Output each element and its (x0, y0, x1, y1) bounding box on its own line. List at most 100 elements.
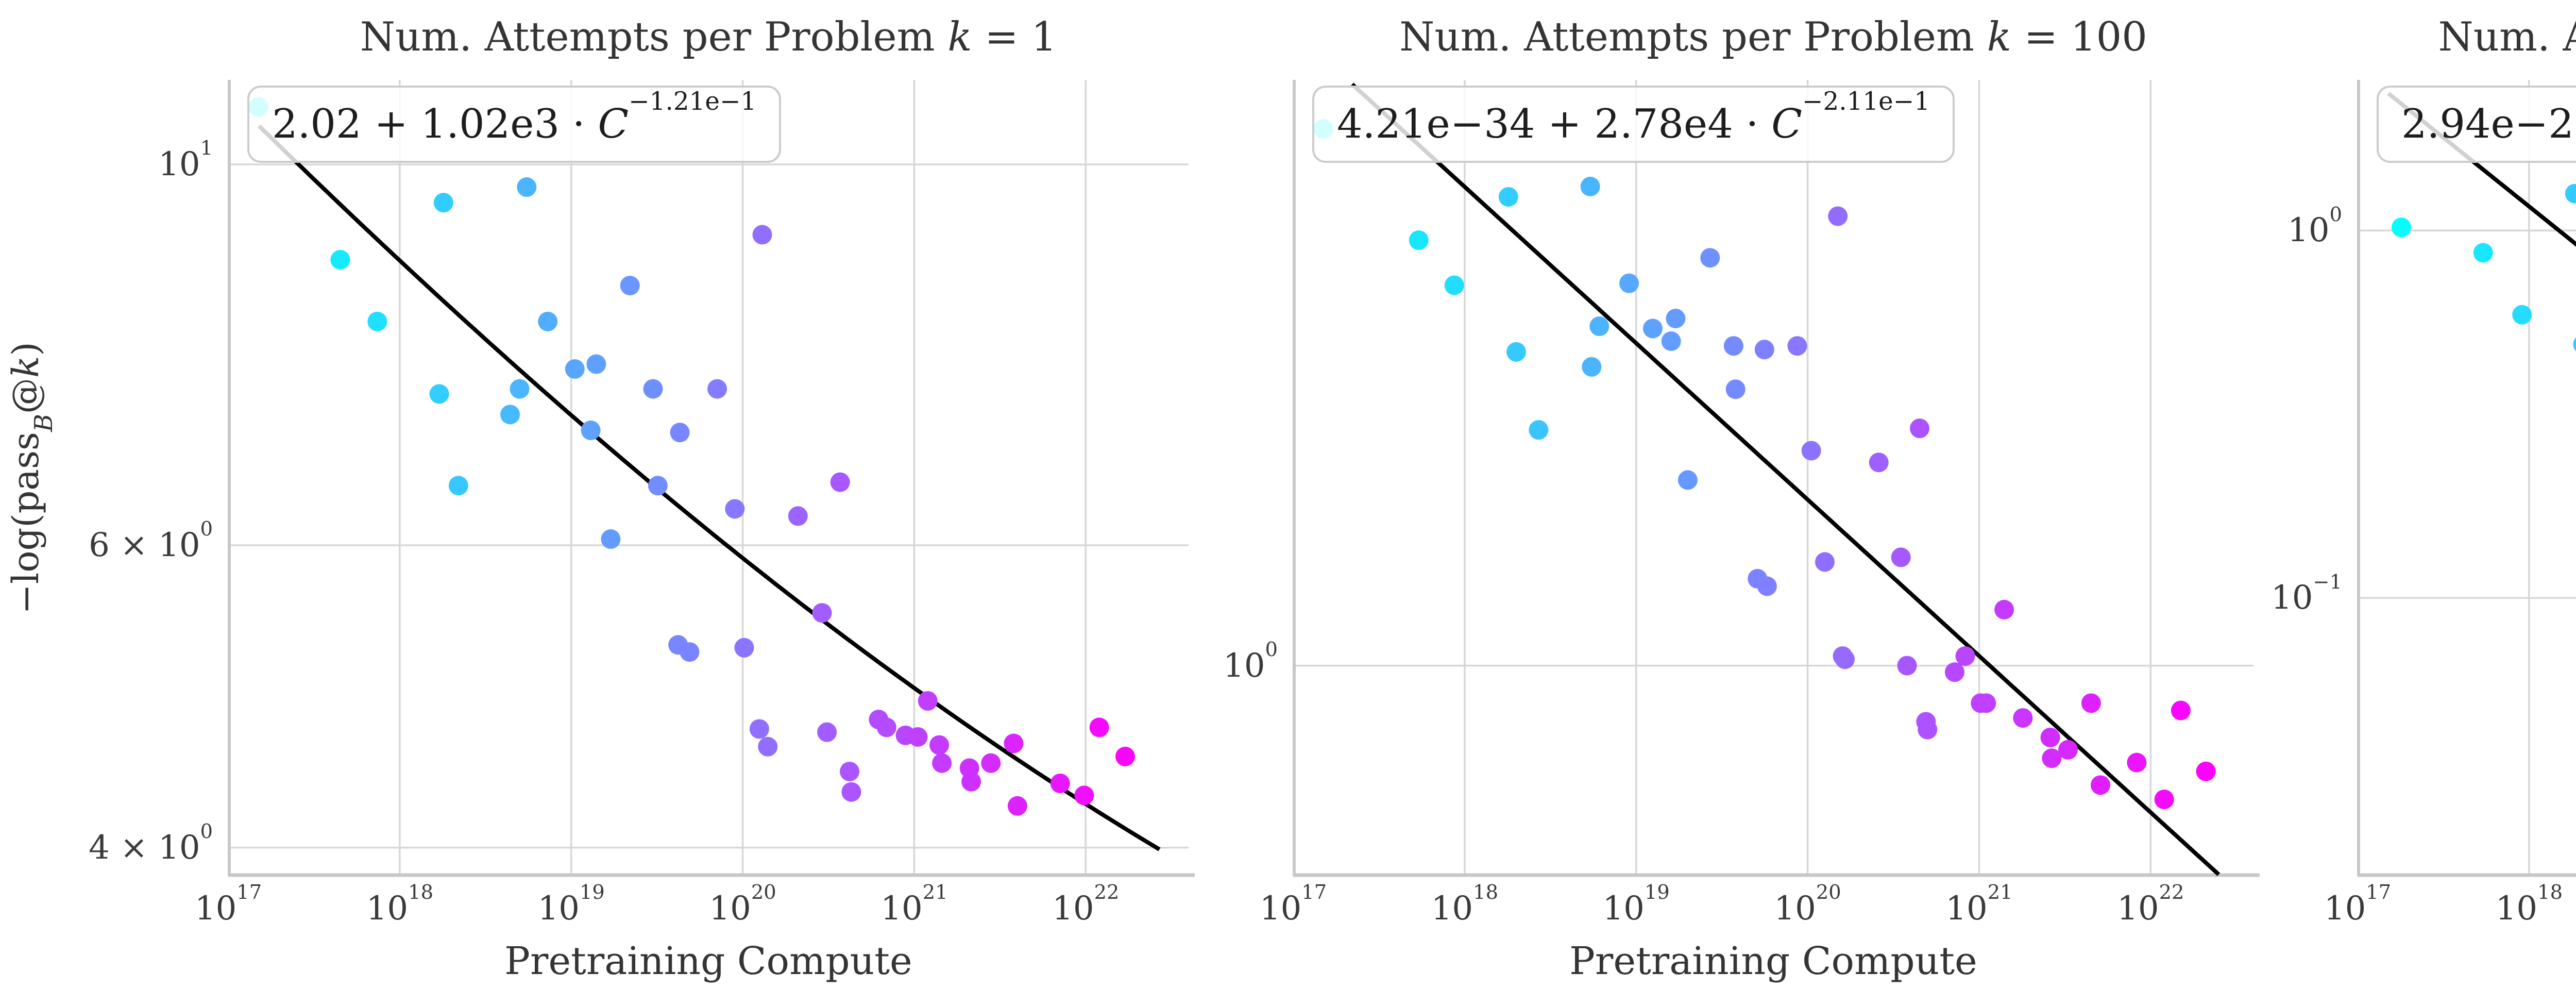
scatter-point (581, 421, 601, 441)
x-tick-label: 1020 (1774, 881, 1841, 928)
scatter-point (1498, 187, 1518, 207)
scatter-point (1589, 316, 1609, 337)
scatter-point (1725, 379, 1745, 399)
title-k-var: k (1987, 14, 2012, 60)
scatter-point (1529, 420, 1549, 440)
scatter-point (565, 359, 585, 379)
x-tick-label: 1019 (537, 881, 605, 928)
scatter-point (1580, 176, 1600, 196)
scatter-point (2171, 700, 2191, 720)
scatter-point (1700, 248, 1720, 268)
x-axis-label-panel1: Pretraining Compute (504, 939, 912, 983)
y-tick-label: 100 (2287, 203, 2342, 250)
x-tick-label: 1018 (2495, 881, 2563, 928)
scatter-point (840, 761, 860, 781)
fit-equation-k1: 2.02 + 1.02e3 · C−1.21e−1 (247, 86, 782, 163)
scatter-point (2512, 305, 2532, 325)
scatter-point (1869, 452, 1889, 473)
scatter-point (2391, 217, 2411, 238)
y-axis-label-k: k (5, 356, 47, 378)
scatter-point (1955, 646, 1975, 666)
x-tick-label: 1022 (1052, 881, 1120, 928)
scatter-point (1801, 441, 1821, 461)
scatter-point (841, 782, 861, 802)
title-text: Num. Attempts per Problem (360, 14, 948, 60)
scatter-point (367, 311, 387, 331)
scatter-point (1891, 547, 1911, 567)
x-axis-label-panel2: Pretraining Compute (1569, 939, 1977, 983)
scatter-point (2473, 243, 2493, 263)
scatter-point (830, 472, 850, 492)
scatter-point (1004, 733, 1024, 753)
x-tick-label: 1018 (366, 881, 433, 928)
fit-line (1350, 82, 2221, 876)
scatter-point (670, 423, 690, 443)
scatter-point (749, 719, 769, 739)
scatter-point (1815, 552, 1835, 572)
scatter-point (330, 249, 350, 270)
title-text: Num. Attempts per Problem (2438, 14, 2576, 60)
fit-coefficients: 4.21e−34 + 2.78e4 · (1337, 101, 1772, 147)
y-tick-label: 6 × 100 (89, 517, 213, 565)
scatter-point (2127, 752, 2147, 773)
x-tick-label: 1021 (1945, 881, 2013, 928)
y-axis-label-post: ) (5, 342, 47, 356)
title-text: Num. Attempts per Problem (1399, 14, 1987, 60)
x-tick-label: 1017 (194, 881, 262, 928)
scatter-point (1897, 656, 1917, 676)
scatter-point (500, 405, 520, 425)
scatter-point (1677, 470, 1698, 490)
scatter-point (2013, 708, 2033, 728)
scatter-point (817, 722, 837, 742)
scatter-point (1723, 336, 1743, 356)
y-tick-label: 10−1 (2270, 570, 2342, 617)
scatter-point (1409, 230, 1429, 250)
x-tick-label: 1017 (1259, 881, 1327, 928)
scatter-point (2196, 761, 2216, 781)
x-tick-label: 1018 (1431, 881, 1498, 928)
fit-variable: C (1771, 101, 1802, 147)
scatter-point (517, 177, 537, 197)
scatter-point (433, 193, 453, 213)
scatter-point (601, 529, 621, 549)
scatter-point (2058, 740, 2078, 760)
x-axis-label-panel3: Pretraining Compute (2358, 939, 2576, 983)
scatter-point (586, 354, 606, 374)
scatter-point (1754, 340, 1774, 360)
y-axis-label-at: @ (5, 378, 47, 414)
title-k-value: = 100 (2011, 14, 2147, 60)
y-tick-label: 101 (158, 137, 213, 183)
scatter-plot-k100 (1293, 80, 2260, 877)
scatter-point (2040, 727, 2060, 747)
scatter-point (2042, 748, 2062, 768)
scatter-point (1506, 342, 1527, 362)
scatter-point (707, 379, 727, 399)
scatter-point (961, 772, 981, 792)
y-tick-label: 100 (1223, 638, 1278, 685)
scatter-point (2081, 693, 2101, 713)
scatter-point (510, 379, 530, 399)
scatter-point (876, 717, 896, 737)
scatter-point (1050, 774, 1070, 794)
fit-line (2387, 92, 2576, 247)
fit-exponent: −1.21e−1 (629, 87, 757, 116)
scatter-point (929, 735, 950, 755)
scatter-point (812, 603, 832, 623)
scatter-point (2565, 183, 2576, 204)
fit-equation-k100: 4.21e−34 + 2.78e4 · C−2.11e−1 (1312, 86, 1955, 163)
scatter-point (1994, 599, 2014, 619)
scatter-point (981, 753, 1001, 773)
scatter-plot-k1 (228, 80, 1195, 877)
scatter-point (788, 506, 808, 526)
scatter-point (932, 753, 952, 773)
scatter-point (2573, 337, 2576, 351)
scatter-point (1910, 418, 1930, 439)
scatter-point (1757, 576, 1777, 596)
scatter-point (1666, 309, 1686, 329)
scatter-point (680, 642, 700, 662)
scatter-point (1444, 275, 1464, 295)
scatter-point (1661, 331, 1681, 351)
fit-coefficients: 2.94e−20 + 6.54e6 · (2401, 101, 2576, 147)
scatter-point (2154, 790, 2174, 810)
scatter-point (538, 311, 558, 331)
